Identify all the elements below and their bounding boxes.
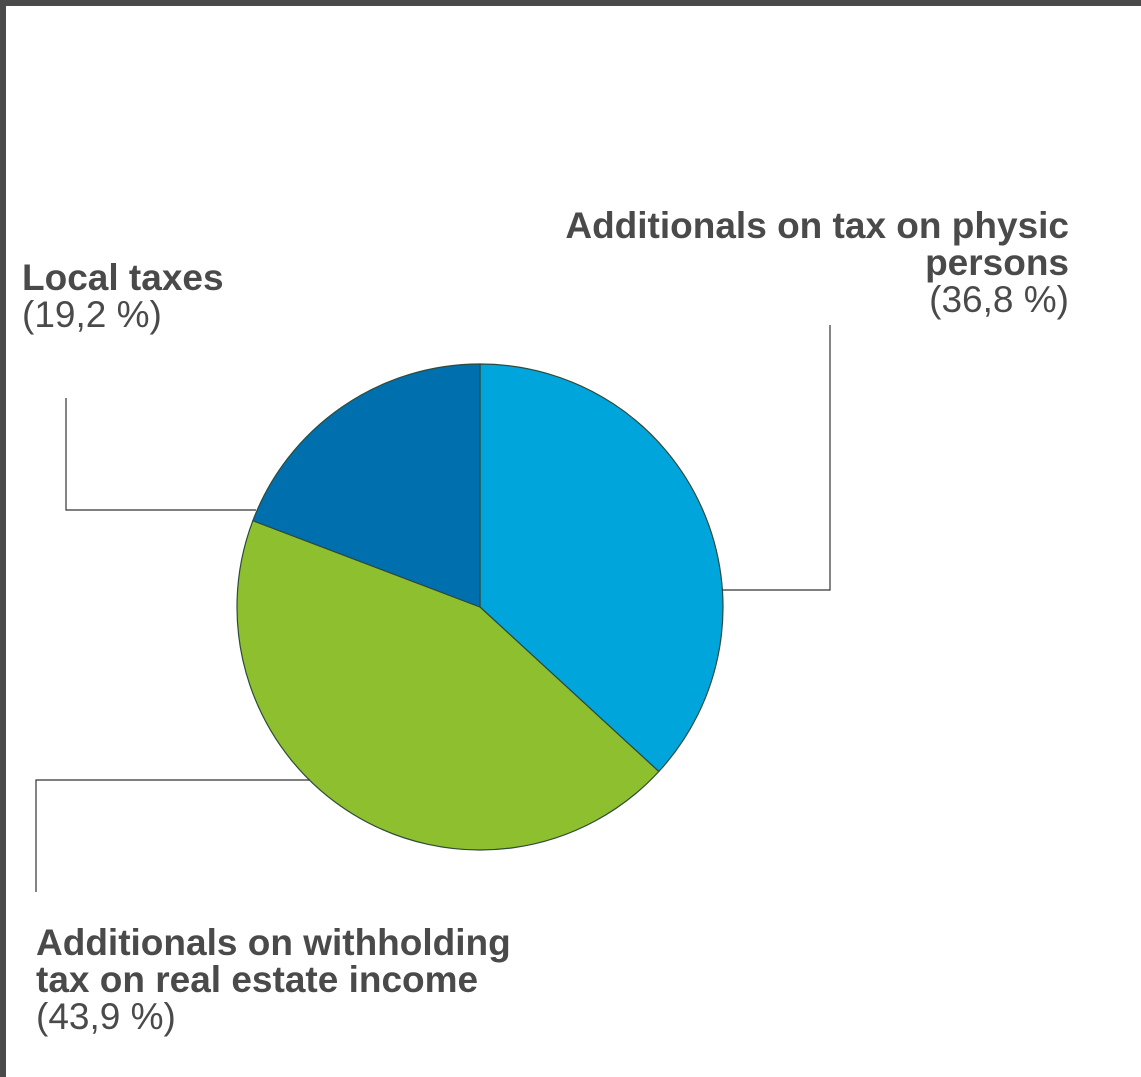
- slice-percent-physic: (36,8 %): [929, 279, 1069, 320]
- leader-line-withholding: [35, 779, 310, 892]
- slice-physic-persons: [479, 363, 724, 773]
- slice-local-taxes: [252, 363, 481, 608]
- slice-label-withholding-tax: Additionals on withholding tax on real e…: [36, 924, 736, 1035]
- slice-percent-local: (19,2 %): [22, 294, 162, 335]
- slice-name-local: Local taxes: [22, 257, 224, 298]
- leader-line-physic: [722, 325, 831, 591]
- slice-name-withholding-line2: tax on real estate income: [36, 959, 479, 1000]
- slice-percent-withholding: (43,9 %): [36, 996, 176, 1037]
- slice-name-physic-line2: persons: [925, 242, 1069, 283]
- slice-name-withholding-line1: Additionals on withholding: [36, 922, 511, 963]
- slice-label-physic-persons: Additionals on tax on physic persons (36…: [369, 207, 1069, 318]
- leader-line-local: [65, 398, 256, 511]
- slice-name-physic-line1: Additionals on tax on physic: [565, 205, 1069, 246]
- slice-label-local-taxes: Local taxes (19,2 %): [22, 259, 224, 333]
- slice-withholding-tax: [236, 520, 660, 851]
